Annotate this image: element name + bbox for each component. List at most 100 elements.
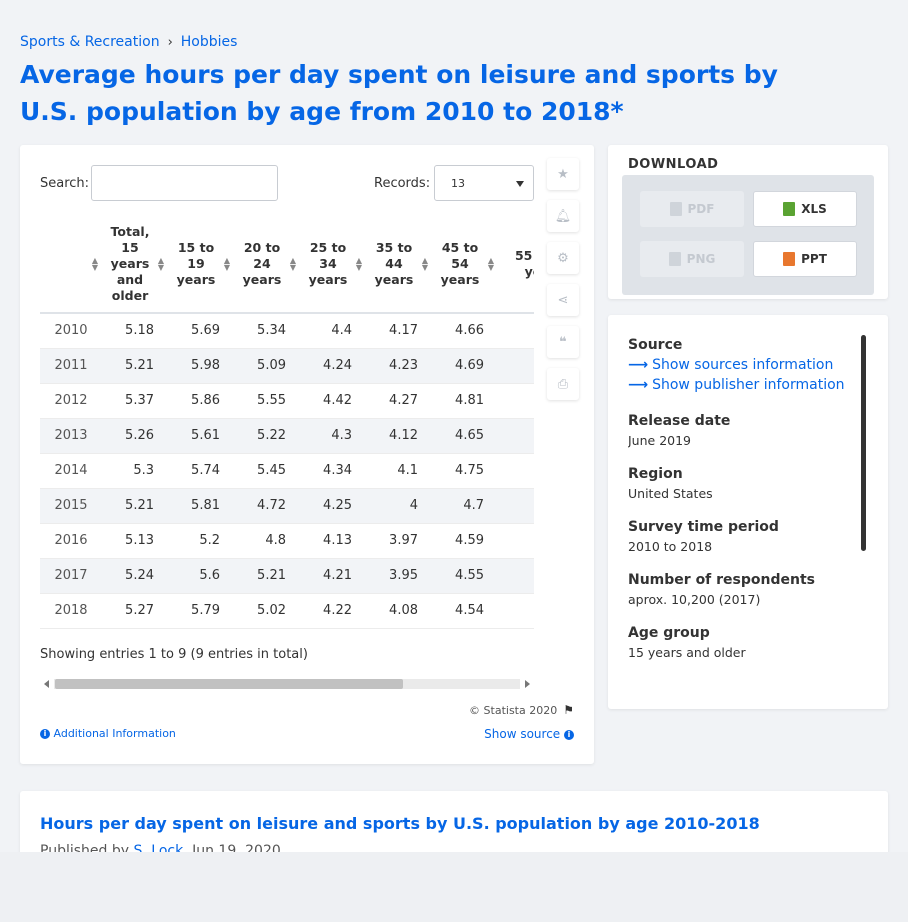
table-cell: 4.24: [300, 348, 366, 384]
column-header-year[interactable]: ▲ ▼: [40, 215, 102, 314]
table-cell-year: 2014: [40, 453, 102, 489]
show-sources-link[interactable]: ⟶ Show sources information: [628, 357, 834, 373]
page-title: Average hours per day spent on leisure a…: [20, 60, 778, 126]
table-cell: 4: [366, 488, 432, 524]
cite-button[interactable]: ❝: [547, 326, 579, 358]
column-header-15-19[interactable]: 15 to 19 years ▲ ▼: [168, 215, 234, 314]
table-cell: 4.12: [366, 418, 432, 454]
statistic-card: Search: Records: 13 ▲ ▼ Total, 15 years a…: [20, 145, 594, 764]
table-cell: 4.34: [300, 453, 366, 489]
table-cell: 5.79: [168, 593, 234, 629]
download-xls-button[interactable]: XLS: [753, 191, 857, 227]
table-cell: 4.75: [432, 453, 498, 489]
table-cell: 4.13: [300, 523, 366, 559]
png-file-icon: [668, 252, 681, 266]
table-cell: 5.09: [234, 348, 300, 384]
additional-information-link[interactable]: i Additional Information: [40, 727, 176, 740]
table-cell-year: 2017: [40, 558, 102, 594]
table-cell: 5.74: [168, 453, 234, 489]
table-cell: 5.27: [102, 593, 168, 629]
column-header-35-44[interactable]: 35 to 44 years ▲ ▼: [366, 215, 432, 314]
column-header-55-64[interactable]: 55 to 64 years▲▼: [498, 215, 534, 314]
scroll-left-icon[interactable]: [44, 680, 49, 688]
entries-info: Showing entries 1 to 9 (9 entries in tot…: [40, 647, 308, 662]
search-label: Search:: [40, 176, 90, 191]
data-table-container: ▲ ▼ Total, 15 years and older ▲ ▼ 15 to 19 …: [40, 215, 534, 635]
table-cell: 5.18: [102, 313, 168, 349]
breadcrumb-link-hobbies[interactable]: Hobbies: [180, 34, 238, 50]
table-cell: 5.13: [102, 523, 168, 559]
print-button[interactable]: ⎙: [547, 368, 579, 400]
pdf-file-icon: [669, 202, 682, 216]
records-select[interactable]: 13: [434, 165, 534, 201]
settings-button[interactable]: ⚙: [547, 242, 579, 274]
table-cell: 4.1: [366, 453, 432, 489]
download-card: DOWNLOAD PDF XLS PNG PPT: [608, 145, 888, 299]
info-scroll-area: Source ⟶ Show sources information ⟶ Show p…: [628, 337, 858, 697]
table-cell: 5.61: [168, 418, 234, 454]
scrollbar-thumb[interactable]: [55, 679, 403, 689]
sort-icon: ▲ ▼: [223, 256, 230, 272]
survey-period-value: 2010 to 2018: [628, 539, 713, 554]
show-publisher-link[interactable]: ⟶ Show publisher information: [628, 377, 845, 393]
quote-icon: ❝: [559, 334, 567, 350]
table-cell-year: 2013: [40, 418, 102, 454]
chevron-down-icon: [516, 181, 524, 187]
breadcrumb-link-sports[interactable]: Sports & Recreation: [20, 34, 160, 50]
arrow-right-icon: ⟶: [628, 357, 649, 373]
download-png-label: PNG: [686, 252, 716, 266]
download-xls-label: XLS: [801, 202, 827, 216]
table-cell-year: 2011: [40, 348, 102, 384]
download-png-button[interactable]: PNG: [640, 241, 744, 277]
table-cell: 5.2: [498, 348, 534, 384]
records-label: Records:: [374, 176, 431, 191]
table-cell: 4.17: [366, 313, 432, 349]
info-scrollbar-thumb[interactable]: [861, 335, 866, 551]
action-toolbar: ★ 🔔︎ ⚙ ⋖ ❝ ⎙: [547, 158, 581, 410]
download-ppt-label: PPT: [801, 252, 827, 266]
info-icon: i: [564, 729, 574, 740]
table-cell: 4.55: [432, 558, 498, 594]
show-source-link[interactable]: Show source i: [484, 727, 574, 741]
table-cell: 5.2: [168, 523, 234, 559]
horizontal-scrollbar[interactable]: [40, 677, 534, 691]
table-cell: 5.69: [168, 313, 234, 349]
favorite-button[interactable]: ★: [547, 158, 579, 190]
download-ppt-button[interactable]: PPT: [753, 241, 857, 277]
description-title: Hours per day spent on leisure and sport…: [40, 814, 760, 833]
column-header-25-34[interactable]: 25 to 34 years ▲ ▼: [300, 215, 366, 314]
search-input[interactable]: [91, 165, 278, 201]
gear-icon: ⚙: [557, 250, 569, 266]
table-cell: 4.42: [300, 383, 366, 419]
column-header-45-54[interactable]: 45 to 54 years ▲ ▼: [432, 215, 498, 314]
table-cell: 5.21: [102, 488, 168, 524]
table-cell: 5.37: [102, 383, 168, 419]
table-cell: 5.21: [102, 348, 168, 384]
table-cell: 5.55: [234, 383, 300, 419]
table-cell: 4.08: [366, 593, 432, 629]
flag-icon[interactable]: ⚑: [563, 703, 574, 717]
table-cell: 5: [498, 418, 534, 454]
table-cell: 5.4: [498, 383, 534, 419]
table-cell: 4.27: [366, 383, 432, 419]
table-cell: 3.95: [366, 558, 432, 594]
records-select-value: 13: [451, 177, 465, 190]
table-cell: 4.72: [234, 488, 300, 524]
table-cell: 5.02: [234, 593, 300, 629]
scroll-right-icon[interactable]: [525, 680, 530, 688]
table-cell: 4.3: [300, 418, 366, 454]
download-pdf-button[interactable]: PDF: [640, 191, 744, 227]
download-title: DOWNLOAD: [628, 157, 719, 172]
region-value: United States: [628, 486, 713, 501]
table-cell: 5.3: [498, 313, 534, 349]
column-header-20-24[interactable]: 20 to 24 years ▲ ▼: [234, 215, 300, 314]
notification-button[interactable]: 🔔︎: [547, 200, 579, 232]
table-cell: 5.86: [168, 383, 234, 419]
column-header-total[interactable]: Total, 15 years and older ▲ ▼: [102, 215, 168, 314]
table-cell: 5.98: [168, 348, 234, 384]
share-button[interactable]: ⋖: [547, 284, 579, 316]
